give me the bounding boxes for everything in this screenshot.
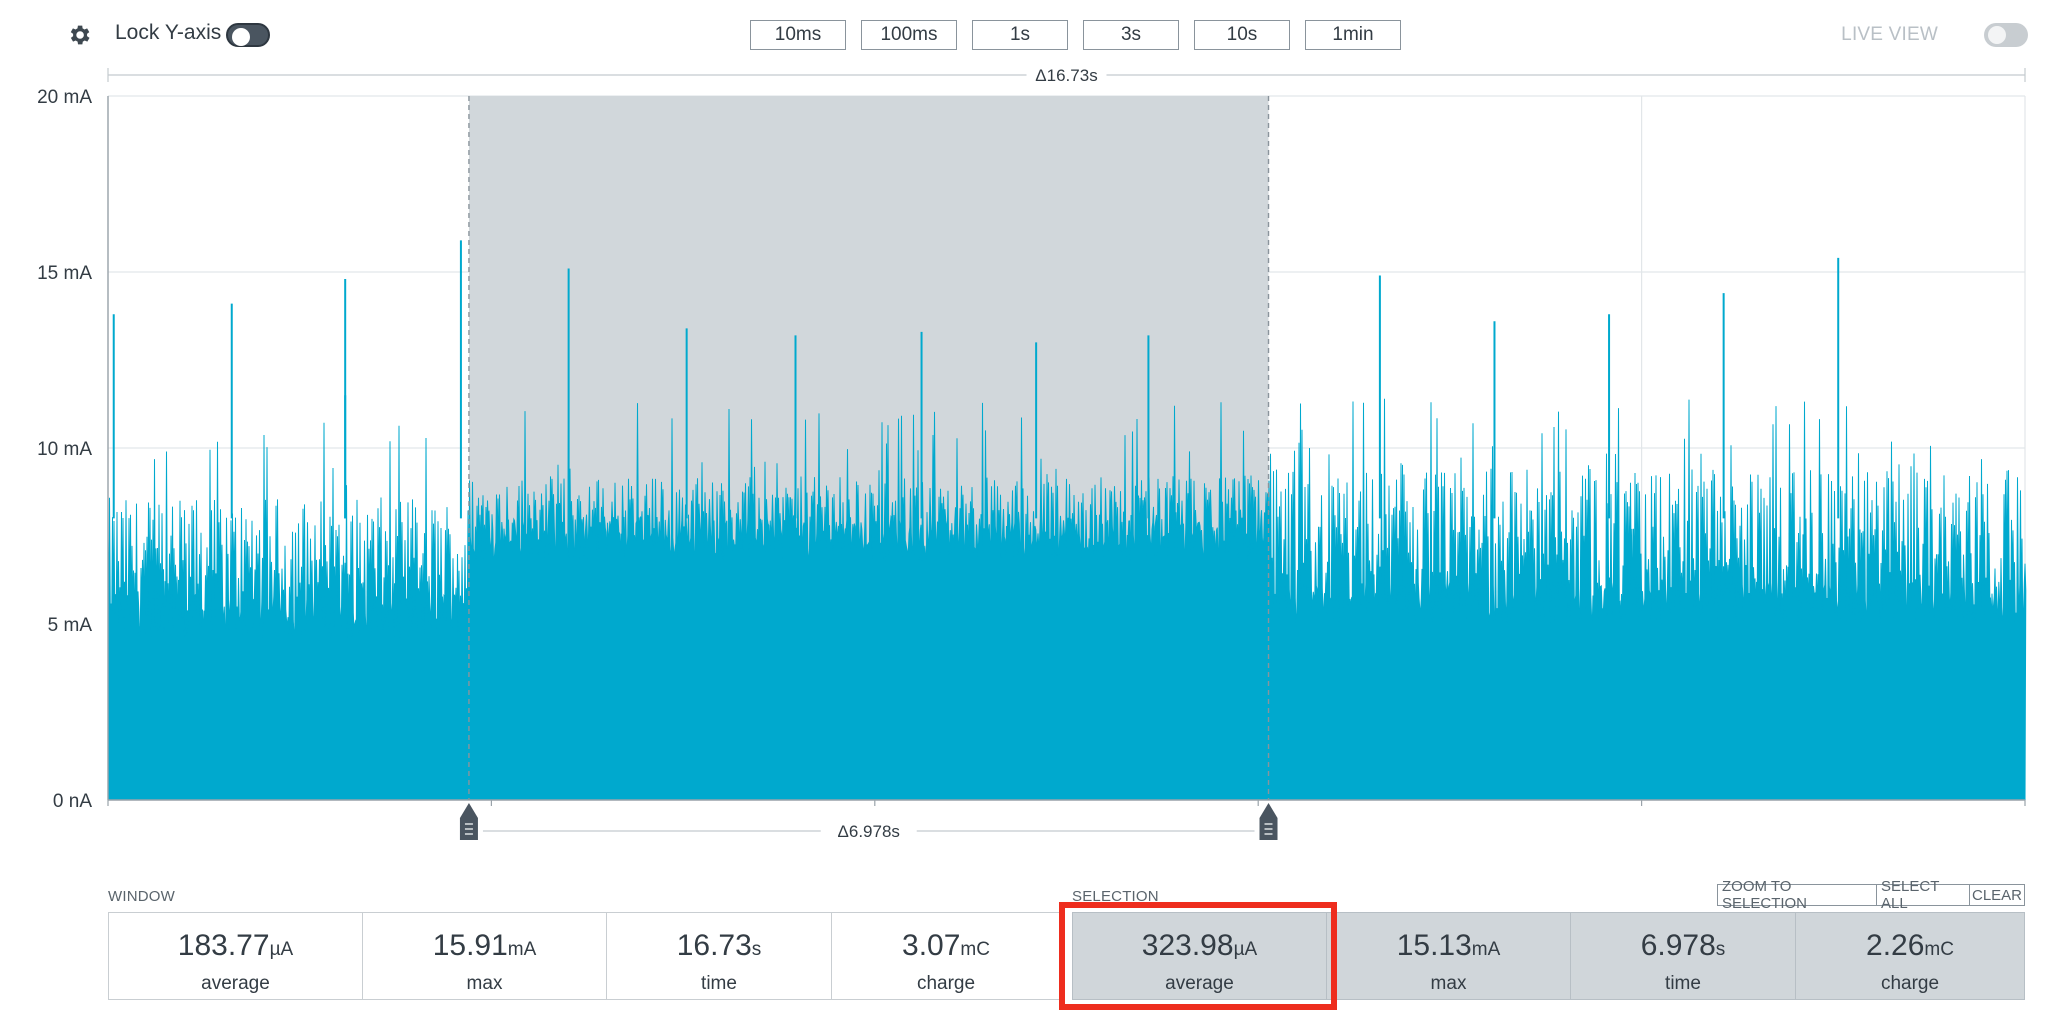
window-3s-button[interactable]: 3s <box>1083 20 1179 50</box>
live-view-label: LIVE VIEW <box>1841 24 1938 45</box>
window-section-label: WINDOW <box>108 888 176 905</box>
gear-icon[interactable] <box>66 22 92 48</box>
highlight-box <box>1059 902 1337 1010</box>
window-100ms-button[interactable]: 100ms <box>861 20 957 50</box>
current-area <box>107 398 2027 801</box>
stat-value: 16.73 <box>676 929 752 962</box>
window-span-label-bg <box>1026 62 1107 88</box>
current-trace <box>107 240 2027 801</box>
selection-span-label-bg <box>820 818 917 844</box>
stat-caption: average <box>1165 973 1234 994</box>
window-average-stat: 183.77µA average <box>108 912 363 1000</box>
y-tick-label: 5 mA <box>48 615 93 636</box>
stat-unit: s <box>751 939 762 960</box>
window-charge-stat: 3.07mC charge <box>831 912 1061 1000</box>
selection-max-stat: 15.13mA max <box>1326 912 1571 1000</box>
window-10ms-button[interactable]: 10ms <box>750 20 846 50</box>
stat-unit: mA <box>507 939 537 960</box>
stat-value: 15.91 <box>432 929 508 962</box>
selection-handle[interactable] <box>1259 803 1278 840</box>
stat-caption: average <box>201 973 270 994</box>
stat-value: 3.07 <box>902 929 961 962</box>
stat-caption: max <box>1430 973 1467 994</box>
y-tick-label: 20 mA <box>37 87 92 108</box>
stat-value: 2.26 <box>1866 929 1925 962</box>
selection-charge-stat: 2.26mC charge <box>1795 912 2025 1000</box>
window-delta-label: Δ16.73s <box>1035 66 1097 85</box>
clear-button[interactable]: CLEAR <box>1969 884 2025 906</box>
selection-time-stat: 6.978s time <box>1570 912 1796 1000</box>
select-all-button[interactable]: SELECT ALL <box>1876 878 1970 912</box>
stat-caption: time <box>701 973 737 994</box>
window-1s-button[interactable]: 1s <box>972 20 1068 50</box>
window-max-stat: 15.91mA max <box>362 912 607 1000</box>
selection-handle[interactable] <box>459 803 478 840</box>
y-tick-label: 10 mA <box>37 439 92 460</box>
stat-value: 15.13 <box>1396 929 1472 962</box>
toggle-knob <box>232 28 250 46</box>
selection-section-label: SELECTION <box>1072 888 1159 905</box>
zoom-to-selection-button[interactable]: ZOOM TO SELECTION <box>1717 878 1877 912</box>
stat-value: 323.98 <box>1141 929 1234 962</box>
window-1min-button[interactable]: 1min <box>1305 20 1401 50</box>
stat-caption: max <box>466 973 503 994</box>
lock-y-axis-label: Lock Y-axis <box>115 21 222 44</box>
selection-average-stat: 323.98µA average <box>1072 912 1327 1000</box>
stat-caption: time <box>1665 973 1701 994</box>
toolbar: Lock Y-axis 10ms 100ms 1s 3s 10s 1min LI… <box>0 0 2048 70</box>
toggle-knob <box>1988 26 2006 44</box>
lock-y-axis-toggle[interactable] <box>226 23 270 47</box>
stat-unit: µA <box>269 939 294 960</box>
window-10s-button[interactable]: 10s <box>1194 20 1290 50</box>
live-view-toggle[interactable] <box>1984 23 2028 47</box>
stat-caption: charge <box>1880 973 1940 994</box>
y-tick-label: 0 nA <box>53 791 92 812</box>
window-time-stat: 16.73s time <box>606 912 832 1000</box>
stat-value: 6.978 <box>1640 929 1716 962</box>
selection-handles[interactable]: Δ6.978s <box>459 96 1278 844</box>
stat-unit: µA <box>1233 939 1258 960</box>
y-tick-label: 15 mA <box>37 263 92 284</box>
selection-delta-label: Δ6.978s <box>838 822 900 841</box>
stat-unit: mC <box>1924 939 1954 960</box>
stat-unit: mA <box>1471 939 1501 960</box>
current-chart[interactable]: 20 mA 15 mA 10 mA 5 mA 0 nA Δ16.73s Δ6.978s <box>0 60 2048 860</box>
stat-value: 183.77 <box>177 929 270 962</box>
chart-axes: 20 mA 15 mA 10 mA 5 mA 0 nA Δ16.73s <box>37 62 2026 812</box>
stat-caption: charge <box>916 973 976 994</box>
stat-unit: mC <box>960 939 990 960</box>
stat-unit: s <box>1715 939 1726 960</box>
